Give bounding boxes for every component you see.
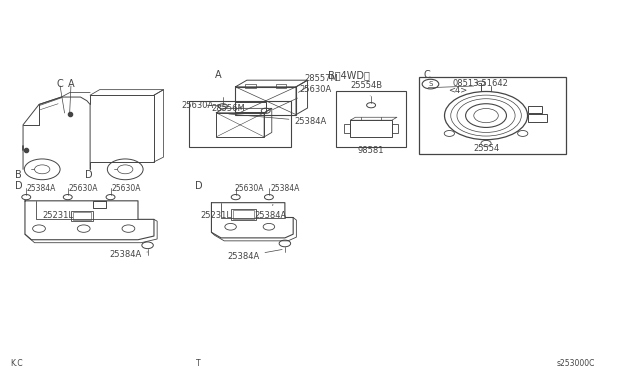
Bar — [71, 211, 93, 221]
Text: 25231L: 25231L — [42, 211, 73, 220]
Text: S: S — [428, 81, 433, 87]
Text: 25384A: 25384A — [109, 250, 148, 259]
Bar — [230, 209, 256, 220]
Bar — [236, 87, 296, 115]
Bar — [392, 124, 398, 133]
Bar — [336, 92, 406, 147]
Text: 08513-51642: 08513-51642 — [453, 79, 509, 88]
Bar — [246, 84, 255, 88]
Bar — [527, 114, 547, 122]
Text: D: D — [195, 181, 203, 191]
Bar — [189, 101, 291, 147]
Bar — [350, 120, 392, 137]
Bar — [527, 106, 541, 113]
Text: s253000C: s253000C — [556, 359, 595, 368]
Text: 25554B: 25554B — [351, 81, 383, 96]
Text: D: D — [85, 170, 93, 180]
Text: 25630A: 25630A — [273, 85, 332, 110]
Bar — [344, 124, 350, 133]
Bar — [419, 77, 566, 154]
Text: 25630A: 25630A — [111, 184, 141, 193]
Text: T: T — [195, 359, 200, 368]
Text: C: C — [424, 70, 431, 80]
Text: 25384A: 25384A — [227, 250, 282, 261]
Text: <4>: <4> — [449, 86, 468, 95]
Bar — [232, 210, 254, 219]
Text: 25630A: 25630A — [181, 101, 214, 110]
Bar — [236, 102, 266, 112]
Text: 25554: 25554 — [473, 144, 499, 153]
Text: 98581: 98581 — [358, 145, 385, 154]
Bar — [216, 113, 264, 137]
Text: B: B — [15, 170, 22, 180]
Text: 28557M: 28557M — [298, 74, 338, 92]
Text: D: D — [15, 181, 22, 191]
Text: A: A — [68, 79, 74, 89]
Text: A: A — [214, 70, 221, 80]
Text: 25231L: 25231L — [200, 211, 232, 220]
Bar — [73, 212, 92, 220]
Text: C: C — [57, 79, 63, 89]
Text: 25384A: 25384A — [229, 114, 326, 126]
Text: 25630A: 25630A — [68, 184, 98, 193]
Text: 28556M: 28556M — [211, 105, 245, 113]
Text: K.C: K.C — [10, 359, 23, 368]
Text: 25384A: 25384A — [255, 204, 287, 220]
Text: 25384A: 25384A — [271, 184, 300, 193]
Text: 25630A: 25630A — [234, 184, 264, 193]
Bar — [276, 84, 286, 88]
Text: B〈4WD〉: B〈4WD〉 — [328, 70, 370, 80]
Text: 25384A: 25384A — [26, 184, 56, 193]
